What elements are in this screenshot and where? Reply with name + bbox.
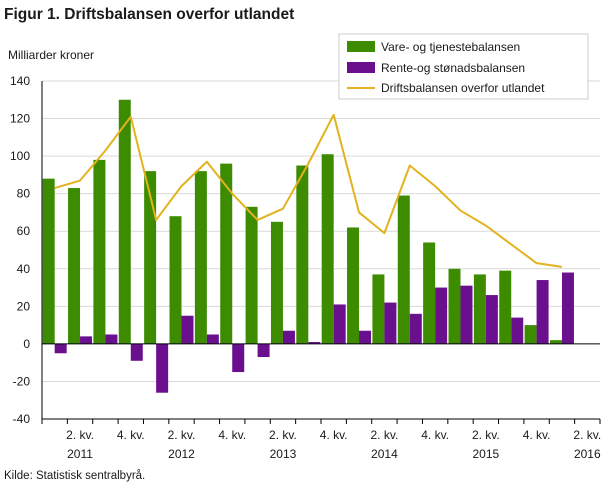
x-tick-label: 2. kv. xyxy=(168,428,196,442)
bar-interest xyxy=(54,343,67,354)
line-series xyxy=(54,113,563,268)
bar-goods xyxy=(524,325,537,344)
bar-goods xyxy=(118,99,131,344)
bar-interest xyxy=(511,317,524,344)
bar-goods xyxy=(549,340,562,344)
bar-interest xyxy=(130,343,143,361)
bar-interest xyxy=(105,334,118,344)
bar-goods xyxy=(397,195,410,344)
bar-goods xyxy=(169,216,182,344)
bar-interest xyxy=(435,287,448,344)
source-note: Kilde: Statistisk sentralbyrå. xyxy=(4,470,146,482)
y-tick-label: 100 xyxy=(10,149,30,163)
bar-interest xyxy=(384,302,397,344)
y-tick-label: -20 xyxy=(13,374,31,388)
bars xyxy=(42,99,574,393)
bar-interest xyxy=(282,330,295,344)
bar-interest xyxy=(206,334,219,344)
x-tick-label: 4. kv. xyxy=(117,428,145,442)
bar-goods xyxy=(448,268,461,344)
y-tick-label: 80 xyxy=(17,187,31,201)
line-current-account xyxy=(54,113,563,268)
bar-goods xyxy=(220,163,233,344)
bar-interest xyxy=(359,330,372,344)
bar-goods xyxy=(423,242,436,344)
x-tick-label: 4. kv. xyxy=(523,428,551,442)
bar-goods xyxy=(194,171,207,344)
x-tick-label: 4. kv. xyxy=(218,428,246,442)
legend-label-goods: Vare- og tjenestebalansen xyxy=(381,40,520,54)
axes xyxy=(41,81,601,424)
y-tick-label: 20 xyxy=(17,299,31,313)
bar-interest xyxy=(561,272,574,344)
y-tick-label: 0 xyxy=(23,337,30,351)
x-tick-label: 2. kv. xyxy=(573,428,601,442)
bar-goods xyxy=(144,171,157,344)
legend-swatch-interest xyxy=(347,62,375,73)
x-tick-year-label: 2016 xyxy=(574,447,601,461)
bar-goods xyxy=(42,178,55,344)
bar-goods xyxy=(296,165,309,344)
bar-goods xyxy=(372,274,385,344)
x-tick-label: 4. kv. xyxy=(320,428,348,442)
legend-box xyxy=(338,33,589,100)
bar-goods xyxy=(270,221,283,344)
x-tick-label: 2. kv. xyxy=(66,428,94,442)
bar-interest xyxy=(460,285,473,344)
x-tick-label: 2. kv. xyxy=(371,428,399,442)
legend-swatch-goods xyxy=(347,41,375,52)
x-tick-year-label: 2015 xyxy=(473,447,500,461)
y-tick-label: 40 xyxy=(17,262,31,276)
chart-title: Figur 1. Driftsbalansen overfor utlandet xyxy=(4,6,295,23)
bar-goods xyxy=(93,159,106,344)
bar-interest xyxy=(485,295,498,344)
bar-goods xyxy=(68,188,81,344)
y-axis-title: Milliarder kroner xyxy=(8,48,94,62)
bar-goods xyxy=(499,270,512,344)
bar-interest xyxy=(308,342,321,344)
x-tick-label: 2. kv. xyxy=(269,428,297,442)
bar-goods xyxy=(347,227,360,344)
bar-interest xyxy=(536,280,549,344)
bar-goods xyxy=(321,154,334,344)
y-tick-label: -40 xyxy=(13,412,31,426)
x-tick-year-label: 2011 xyxy=(67,447,93,461)
bar-interest xyxy=(80,336,93,344)
y-axis-ticks: -40 -20 0 20 40 60 80 100 120 140 xyxy=(10,74,30,426)
bar-interest xyxy=(181,315,194,344)
y-tick-label: 140 xyxy=(10,74,30,88)
x-tick-label: 2. kv. xyxy=(472,428,500,442)
y-tick-label: 60 xyxy=(17,224,31,238)
bar-interest xyxy=(257,343,270,358)
legend-label-current-account: Driftsbalansen overfor utlandet xyxy=(381,81,545,95)
bar-goods xyxy=(473,274,486,344)
legend-label-interest: Rente-og stønadsbalansen xyxy=(381,61,525,75)
x-tick-label: 4. kv. xyxy=(421,428,449,442)
bar-interest xyxy=(156,343,169,393)
x-tick-year-label: 2013 xyxy=(270,447,297,461)
x-tick-year-label: 2014 xyxy=(371,447,398,461)
bar-interest xyxy=(333,304,346,344)
x-axis-ticks: 2. kv. 2011 4. kv. 2. kv. 2012 4. kv. 2. kv. 20… xyxy=(66,428,601,461)
bar-goods xyxy=(245,206,258,344)
legend: Vare- og tjenestebalansen Rente-og støna… xyxy=(338,33,589,100)
bar-interest xyxy=(409,313,422,344)
x-tick-year-label: 2012 xyxy=(168,447,195,461)
bar-interest xyxy=(232,343,245,373)
y-tick-label: 120 xyxy=(10,112,30,126)
